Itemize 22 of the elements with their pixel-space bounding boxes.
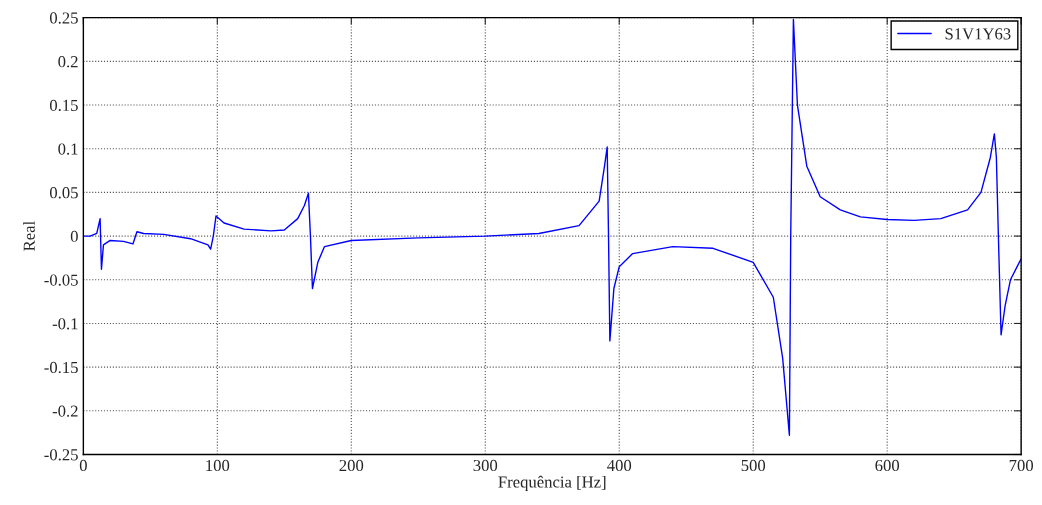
x-tick-label: 400 [607,459,632,472]
x-tick-label: 300 [473,459,498,472]
x-tick-label: 200 [339,459,364,472]
y-tick-label: -0.15 [44,361,78,374]
y-tick-label: 0.15 [49,99,78,112]
y-tick-label: 0.2 [58,56,78,68]
x-tick-label: 100 [206,459,230,472]
x-axis-title: Frequência [Hz] [498,475,606,492]
x-tick-label: 600 [875,459,900,472]
y-tick-label: 0.05 [49,187,78,199]
y-tick-label: -0.25 [44,449,78,461]
y-axis-title: Real [23,221,35,251]
x-tick-label: 500 [741,459,766,472]
y-tick-label: 0.1 [58,143,78,155]
y-tick-label: 0 [70,230,78,243]
y-tick-label: -0.2 [52,405,78,417]
y-tick-label: 0.25 [49,12,78,24]
x-tick-label: 0 [79,459,87,472]
y-tick-label: -0.1 [52,318,78,330]
y-tick-label: -0.05 [44,274,78,286]
x-tick-label: 700 [1009,459,1034,472]
legend-label: S1V1Y63 [945,28,1011,40]
